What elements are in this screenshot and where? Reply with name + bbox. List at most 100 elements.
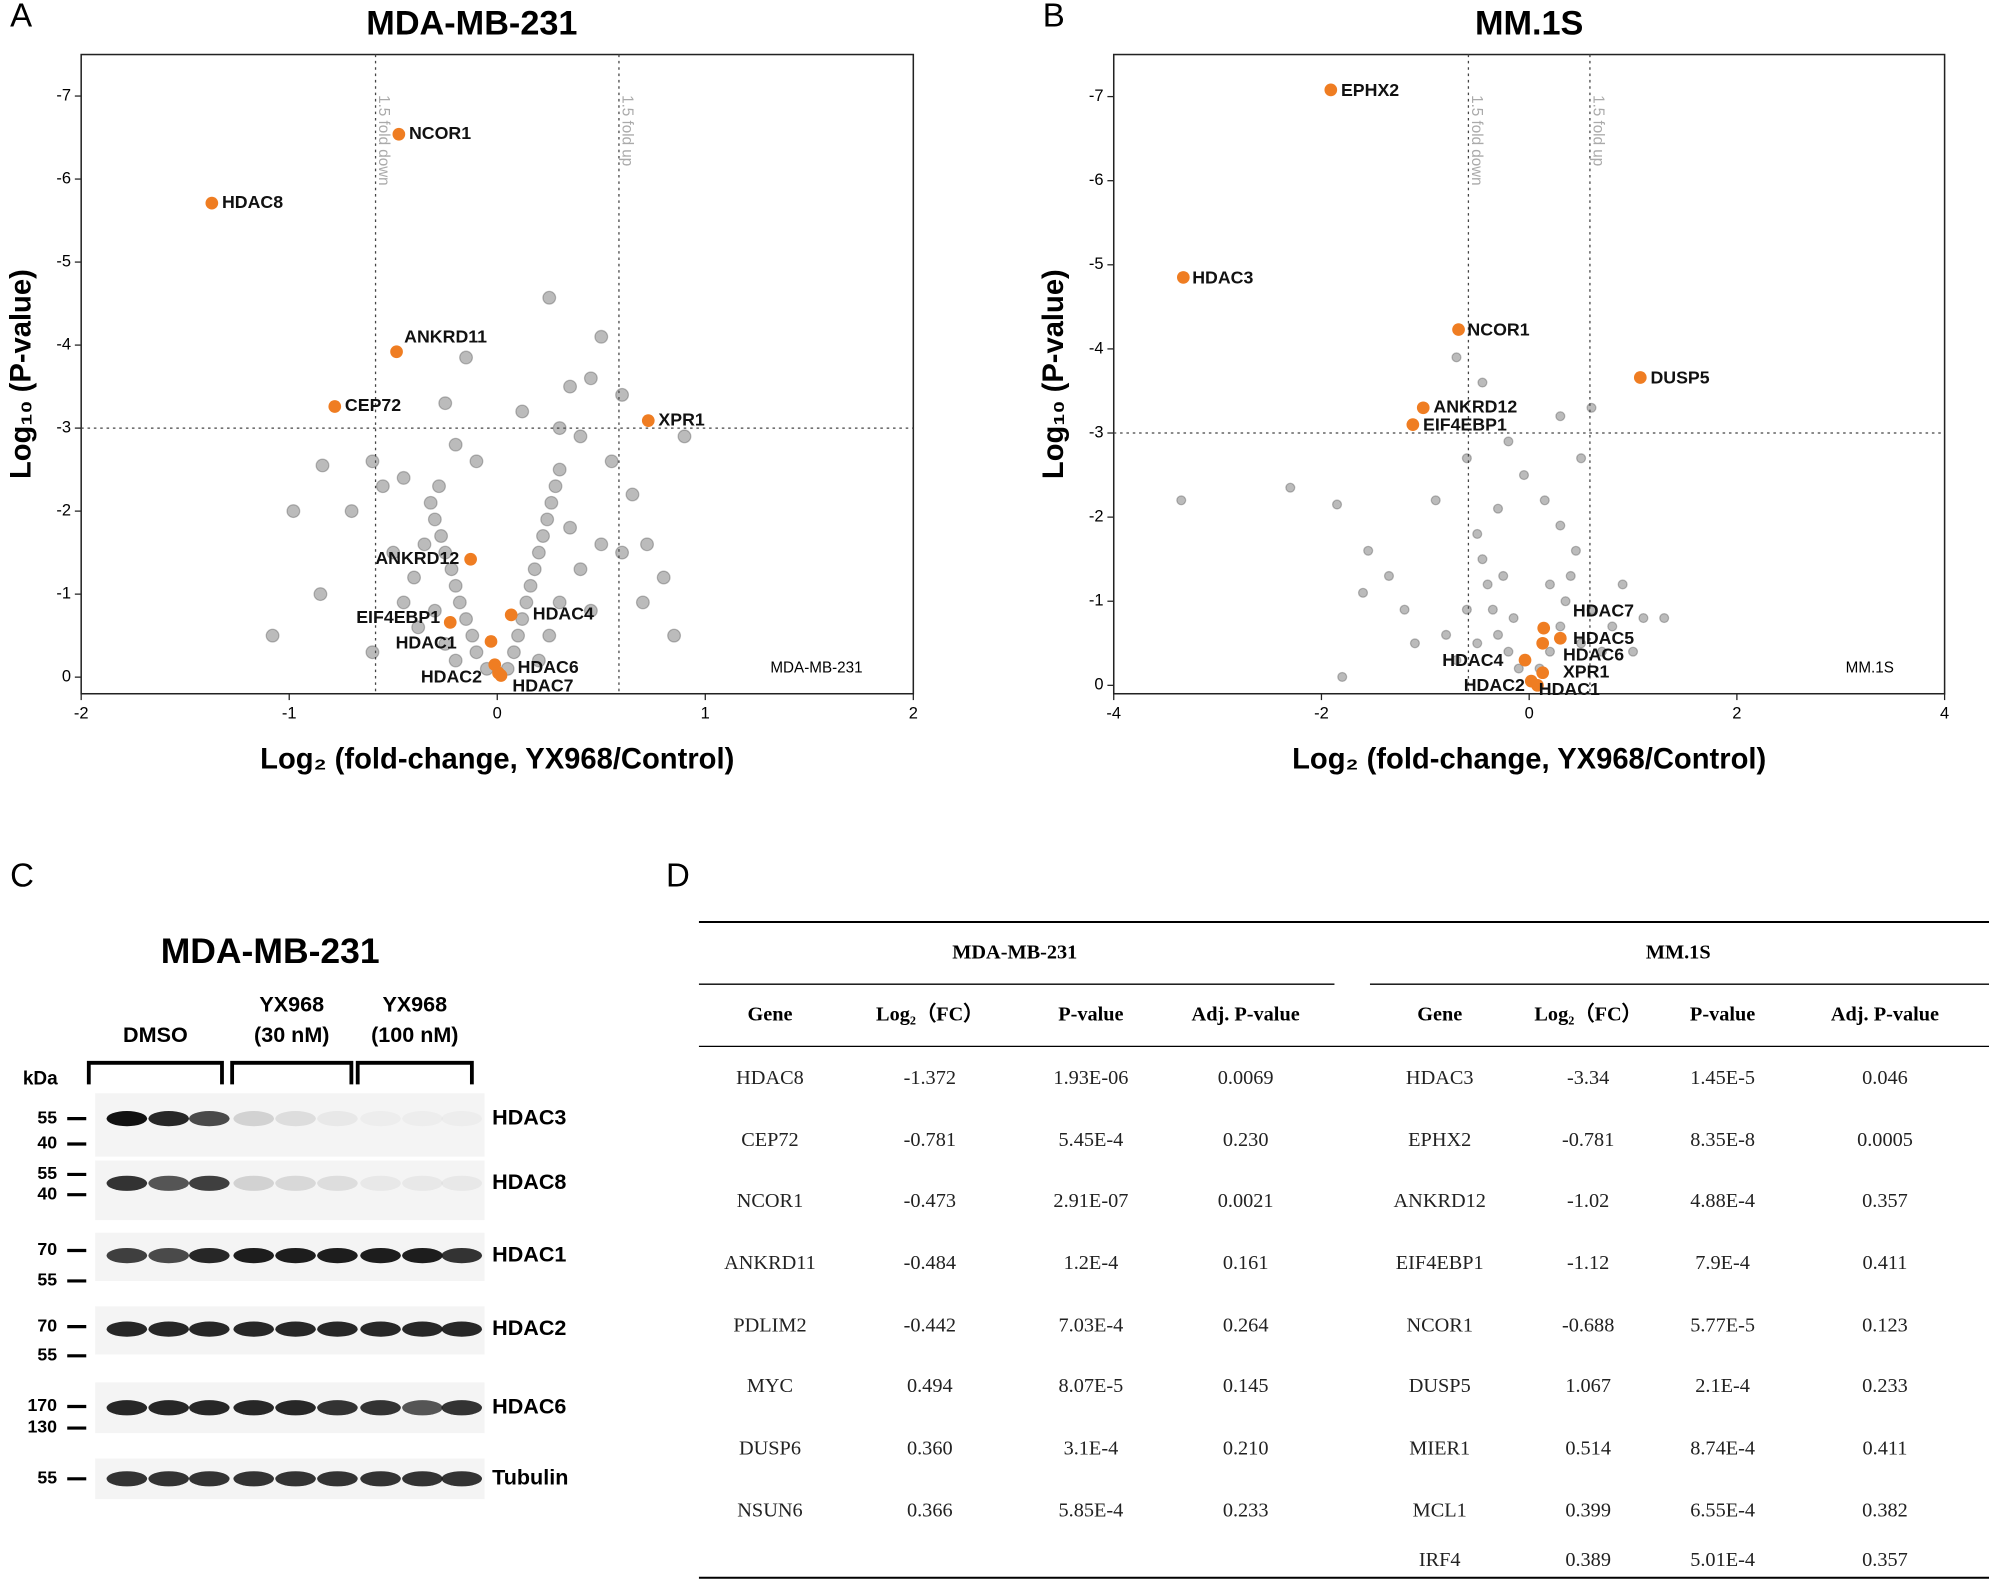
band xyxy=(233,1400,274,1416)
table-cell: -1.372 xyxy=(904,1067,956,1089)
protein-point xyxy=(459,612,474,627)
protein-point xyxy=(552,462,567,477)
table-cell: NSUN6 xyxy=(737,1499,802,1521)
protein-point xyxy=(315,458,330,473)
table-cell: MIER1 xyxy=(1409,1437,1470,1459)
protein-point xyxy=(1487,604,1498,615)
highlight-point xyxy=(205,196,219,210)
protein-point xyxy=(1492,503,1504,514)
protein-point xyxy=(1472,638,1483,649)
protein-point xyxy=(1576,638,1587,649)
table-cell: 0.411 xyxy=(1863,1252,1908,1274)
protein-label: Tubulin xyxy=(492,1464,568,1489)
protein-point xyxy=(542,290,557,305)
protein-point xyxy=(1451,655,1462,666)
band xyxy=(189,1321,230,1337)
protein-point xyxy=(1544,646,1556,657)
protein-point xyxy=(1430,495,1441,506)
highlight-point xyxy=(1531,678,1544,692)
group-bracket xyxy=(355,1060,474,1085)
table-cell: 0.357 xyxy=(1862,1549,1908,1571)
band xyxy=(148,1111,190,1127)
protein-point xyxy=(1451,352,1462,363)
protein-label: HDAC6 xyxy=(492,1393,566,1418)
table-cell: 5.77E-5 xyxy=(1690,1314,1755,1336)
marker-label: 55 xyxy=(37,1107,57,1127)
highlight-point xyxy=(328,400,342,413)
band xyxy=(106,1111,148,1127)
table-cell: -3.34 xyxy=(1567,1067,1609,1089)
protein-point xyxy=(1337,671,1348,682)
protein-point xyxy=(448,653,463,668)
table-cell: -1.12 xyxy=(1567,1252,1609,1274)
protein-point xyxy=(519,595,534,610)
protein-point xyxy=(583,371,598,386)
protein-point xyxy=(452,595,467,610)
protein-point xyxy=(1659,612,1670,624)
band xyxy=(275,1471,316,1487)
point-label: EIF4EBP1 xyxy=(356,607,440,627)
table-cell: 8.74E-4 xyxy=(1690,1437,1755,1459)
table-cell: 1.93E-06 xyxy=(1053,1067,1128,1089)
protein-point xyxy=(375,479,390,494)
y-tick-label: -6 xyxy=(56,169,71,187)
table-cell: 0.389 xyxy=(1565,1549,1611,1571)
column-header: Log₂（FC） xyxy=(1534,1003,1642,1026)
band xyxy=(402,1111,443,1126)
point-label: XPR1 xyxy=(658,409,705,429)
highlight-point xyxy=(494,669,508,682)
protein-point xyxy=(1498,570,1509,582)
protein-point xyxy=(1638,612,1649,624)
table-cell: 0.145 xyxy=(1223,1375,1269,1397)
marker-label: 55 xyxy=(37,1270,57,1290)
table-cell: 0.0021 xyxy=(1218,1190,1274,1212)
highlight-point xyxy=(390,345,403,359)
band xyxy=(233,1175,274,1191)
marker-label: 130 xyxy=(27,1417,57,1437)
band xyxy=(148,1247,190,1264)
y-tick-label: -5 xyxy=(1089,255,1104,273)
protein-point xyxy=(411,620,426,635)
point-label: HDAC5 xyxy=(1573,628,1634,648)
band xyxy=(317,1175,358,1191)
band xyxy=(360,1247,401,1264)
protein-point xyxy=(438,396,453,411)
plot-frame xyxy=(1112,53,1946,695)
protein-point xyxy=(1441,629,1452,640)
table-cell: 1.45E-5 xyxy=(1690,1067,1755,1089)
band xyxy=(275,1111,316,1127)
point-label: ANKRD12 xyxy=(375,548,459,568)
point-label: HDAC6 xyxy=(518,657,579,677)
protein-point xyxy=(365,645,380,660)
protein-point xyxy=(1596,646,1607,657)
protein-point xyxy=(511,628,526,643)
highlight-point xyxy=(1176,271,1190,284)
table-cell: 0.230 xyxy=(1223,1129,1269,1151)
point-label: HDAC2 xyxy=(1464,675,1525,695)
protein-point xyxy=(1492,629,1504,640)
column-header: Gene xyxy=(1417,1004,1462,1026)
band xyxy=(441,1321,483,1337)
y-tick-label: -6 xyxy=(1089,171,1104,189)
protein-point xyxy=(573,562,588,577)
band xyxy=(317,1471,358,1487)
group-bracket xyxy=(86,1060,224,1085)
table-cell: 3.1E-4 xyxy=(1064,1437,1119,1459)
protein-point xyxy=(656,570,671,585)
protein-point xyxy=(615,545,630,560)
table-cell: 0.0005 xyxy=(1857,1129,1913,1151)
highlight-point xyxy=(464,552,477,566)
highlight-point xyxy=(484,635,498,648)
protein-point xyxy=(465,628,480,643)
band xyxy=(189,1175,230,1191)
table-cell: 5.01E-4 xyxy=(1690,1549,1755,1571)
table-cell: 0.399 xyxy=(1565,1499,1611,1521)
marker-label: 55 xyxy=(37,1344,57,1364)
table-cell: ANKRD11 xyxy=(724,1252,816,1274)
band xyxy=(275,1175,316,1191)
table-cell: 0.046 xyxy=(1862,1067,1908,1089)
protein-point xyxy=(417,537,432,552)
data-table: MDA-MB-231 Gene Log₂（FC） P-value Adj. P-valu… xyxy=(698,921,1989,1579)
threshold-annotation: 1.5 fold up xyxy=(1590,95,1607,166)
y-axis-label: Log₁₀ (P-value) xyxy=(1038,269,1070,479)
